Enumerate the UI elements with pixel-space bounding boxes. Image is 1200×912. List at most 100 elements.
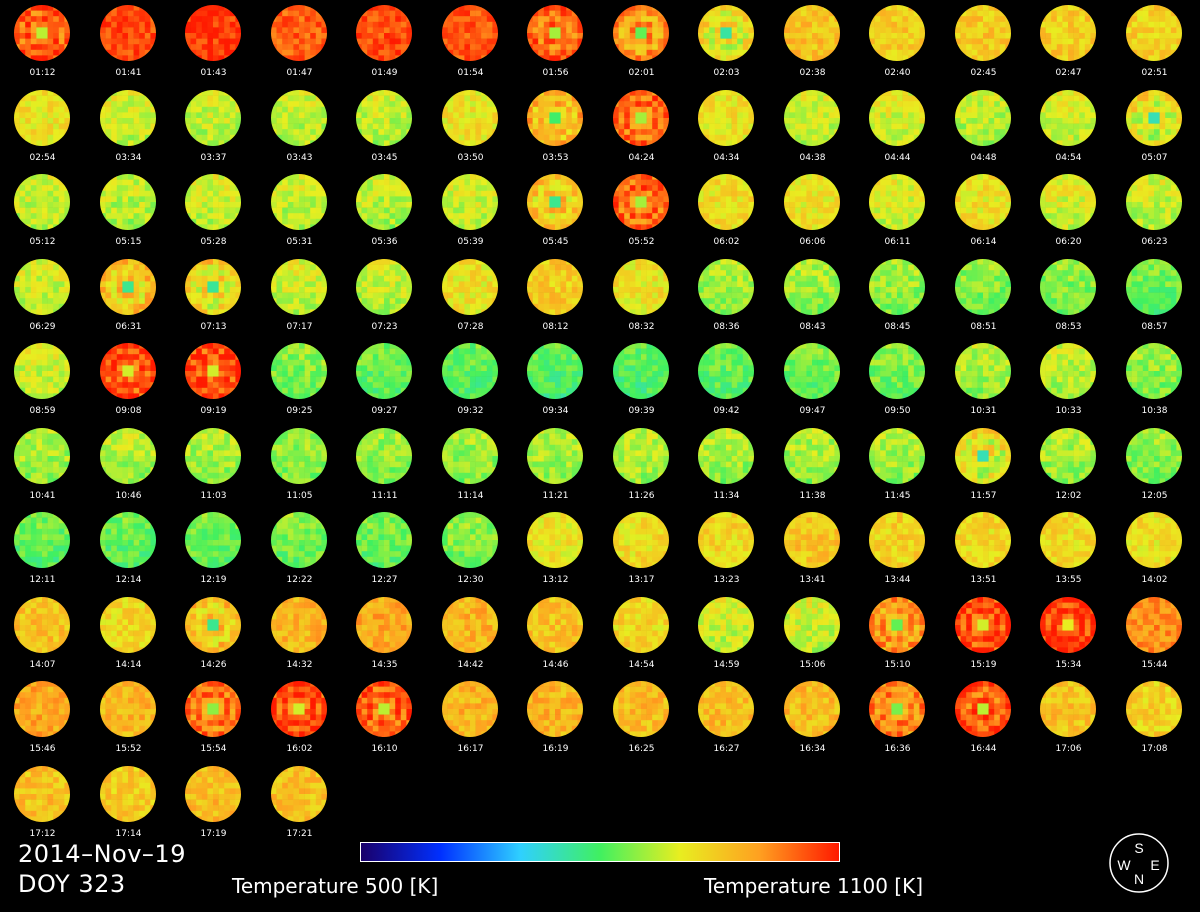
temperature-pixel xyxy=(806,174,813,180)
temperature-pixel xyxy=(185,140,191,146)
temperature-pixel xyxy=(742,118,749,124)
temperature-pixel xyxy=(406,179,412,186)
temperature-pixel xyxy=(902,134,909,141)
temperature-pixel xyxy=(105,134,112,141)
temperature-pixel xyxy=(795,207,802,214)
temperature-pixel xyxy=(196,190,203,197)
temperature-pixel xyxy=(19,292,26,299)
temperature-pixel xyxy=(105,95,112,102)
temperature-pixel xyxy=(543,5,550,11)
temperature-pixel xyxy=(378,207,385,214)
temperature-pixel xyxy=(47,33,54,39)
temperature-pixel xyxy=(367,123,374,130)
temperature-pixel xyxy=(806,185,813,192)
temperature-pixel xyxy=(310,275,317,282)
temperature-pixel xyxy=(122,129,129,136)
temperature-pixel xyxy=(116,174,123,180)
temperature-pixel xyxy=(389,10,396,17)
temperature-pixel xyxy=(64,185,70,192)
temperature-pixel xyxy=(122,118,129,124)
temperature-pixel xyxy=(1051,38,1058,45)
temperature-pixel xyxy=(287,190,294,197)
temperature-pixel xyxy=(834,202,840,208)
temperature-pixel xyxy=(100,123,106,130)
temperature-pixel xyxy=(577,281,583,288)
temperature-pixel xyxy=(287,292,294,299)
temperature-pixel xyxy=(1062,27,1069,34)
temperature-pixel xyxy=(966,218,973,225)
temperature-pixel xyxy=(64,207,70,214)
temperature-pixel xyxy=(356,303,362,310)
temperature-pixel xyxy=(367,10,374,17)
temperature-pixel xyxy=(1137,49,1144,56)
temperature-pixel xyxy=(908,112,915,119)
temperature-pixel xyxy=(571,118,578,124)
temperature-pixel xyxy=(464,298,471,305)
temperature-pixel xyxy=(356,218,362,225)
temperature-pixel xyxy=(100,287,106,293)
temperature-pixel xyxy=(748,190,754,197)
temperature-pixel xyxy=(128,129,134,136)
temperature-pixel xyxy=(58,264,65,271)
temperature-pixel xyxy=(14,281,20,288)
temperature-pixel xyxy=(1056,21,1063,28)
temperature-pixel xyxy=(58,224,65,230)
temperature-pixel xyxy=(395,140,402,146)
temperature-pixel xyxy=(988,224,995,230)
temperature-pixel xyxy=(800,90,807,96)
temperature-pixel xyxy=(111,207,118,214)
temperature-pixel xyxy=(271,270,277,277)
temperature-pixel xyxy=(1090,140,1096,146)
temperature-pixel xyxy=(731,16,738,23)
temperature-pixel xyxy=(955,202,961,208)
temperature-pixel xyxy=(629,27,636,34)
temperature-pixel xyxy=(395,259,402,265)
temperature-pixel xyxy=(629,95,636,102)
temperature-pixel xyxy=(812,112,818,119)
temperature-pixel xyxy=(806,27,813,34)
temperature-pixel xyxy=(1165,134,1172,141)
temperature-pixel xyxy=(276,55,283,61)
temperature-pixel xyxy=(543,21,550,28)
temperature-pixel xyxy=(543,174,550,180)
temperature-pixel xyxy=(372,287,379,293)
temperature-pixel xyxy=(492,16,498,23)
temperature-pixel xyxy=(100,303,106,310)
temperature-pixel xyxy=(30,95,37,102)
temperature-pixel xyxy=(885,55,892,61)
temperature-pixel xyxy=(1154,21,1160,28)
temperature-pixel xyxy=(800,129,807,136)
temperature-pixel xyxy=(1170,55,1177,61)
temperature-pixel xyxy=(310,185,317,192)
temperature-pixel xyxy=(282,90,289,96)
temperature-pixel xyxy=(613,44,619,51)
temperature-pixel xyxy=(310,270,317,277)
temperature-pixel xyxy=(372,95,379,102)
temperature-pixel xyxy=(384,202,390,208)
temperature-pixel xyxy=(1090,95,1096,102)
image-time-label: 05:36 xyxy=(371,237,398,247)
temperature-pixel xyxy=(58,112,65,119)
temperature-pixel xyxy=(282,33,289,39)
temperature-pixel xyxy=(880,207,887,214)
temperature-pixel xyxy=(287,112,294,119)
temperature-pixel xyxy=(800,123,807,130)
temperature-pixel xyxy=(139,44,146,51)
temperature-pixel xyxy=(1005,218,1011,225)
temperature-pixel xyxy=(42,207,48,214)
temperature-pixel xyxy=(304,275,311,282)
temperature-pixel xyxy=(714,112,721,119)
temperature-pixel xyxy=(1068,95,1074,102)
temperature-pixel xyxy=(1137,95,1144,102)
temperature-pixel xyxy=(652,44,659,51)
temperature-pixel xyxy=(486,275,493,282)
temperature-pixel xyxy=(966,49,973,56)
temperature-pixel xyxy=(458,281,465,288)
temperature-pixel xyxy=(742,123,749,130)
temperature-pixel xyxy=(111,5,118,11)
temperature-pixel xyxy=(908,95,915,102)
temperature-pixel xyxy=(400,275,407,282)
temperature-pixel xyxy=(657,123,664,130)
temperature-pixel xyxy=(834,134,840,141)
temperature-pixel xyxy=(42,179,48,186)
